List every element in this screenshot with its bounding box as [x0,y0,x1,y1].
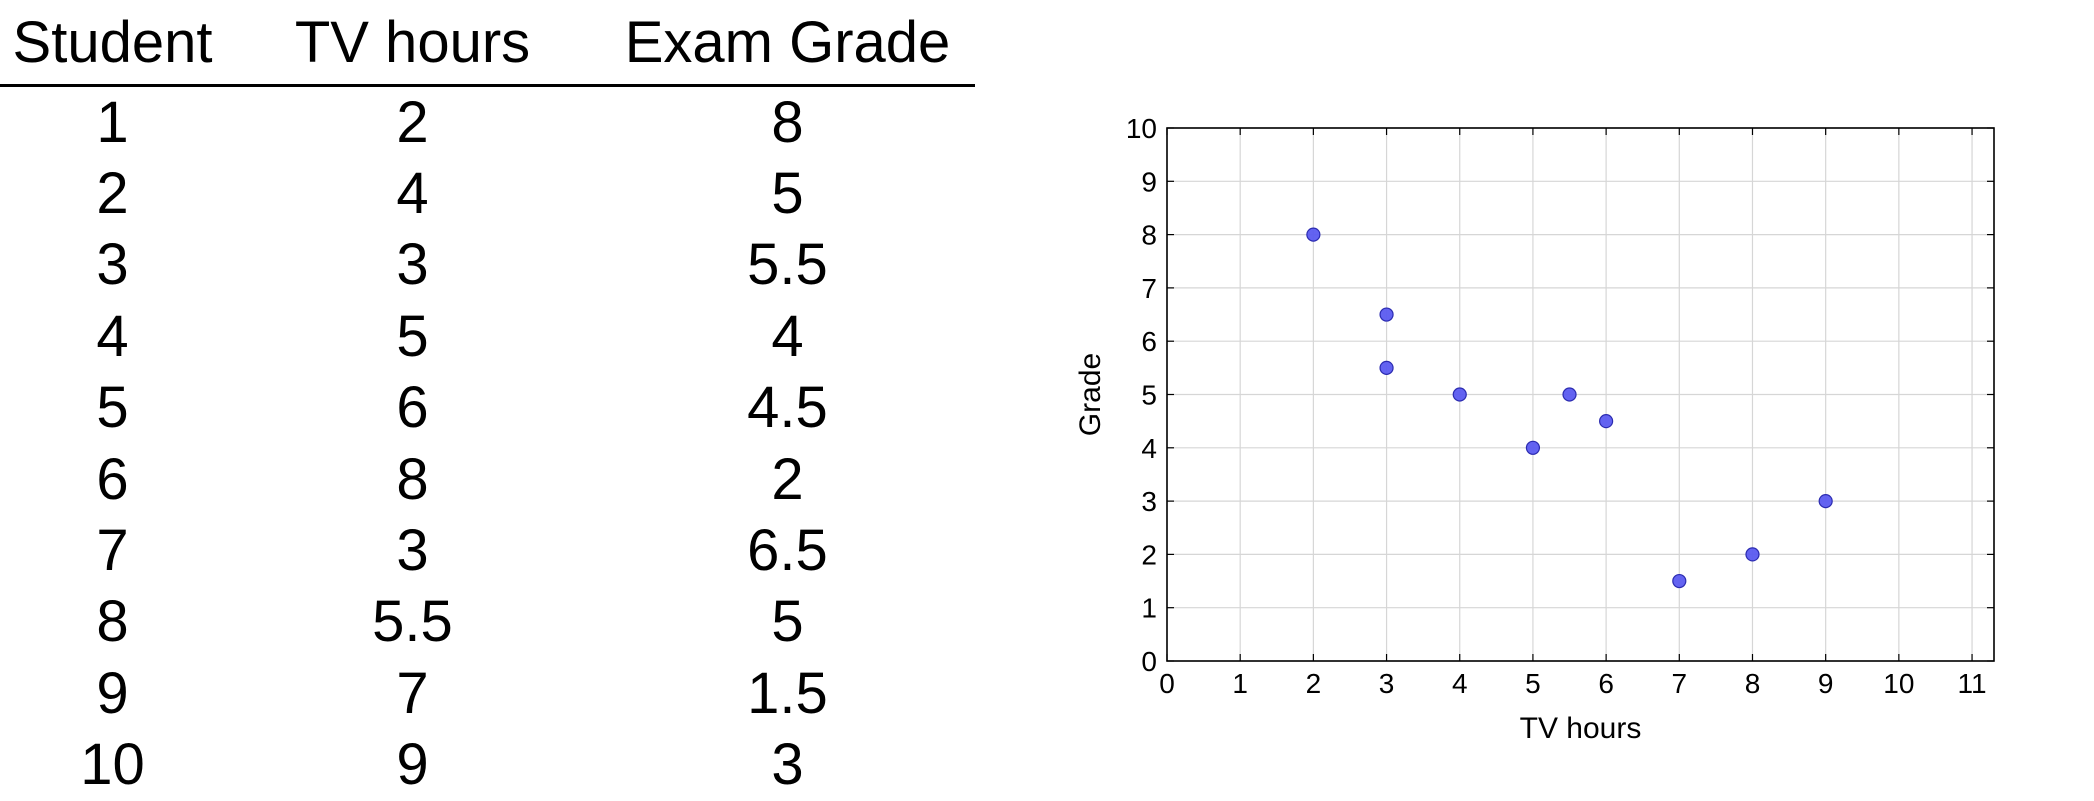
table-row: 1 2 8 [0,86,975,159]
student-id-cell: 7 [96,518,129,584]
student-id-cell: 10 [80,732,145,798]
exam-grade-cell: 5 [771,589,804,655]
tv-hours-cell: 5 [396,303,429,369]
x-tick-label: 7 [1672,668,1688,699]
y-tick-label: 8 [1141,220,1157,251]
table-row: 5 6 4.5 [0,373,975,444]
exam-grade-cell: 6.5 [747,518,828,584]
exam-grade-cell: 3 [771,732,804,798]
table-row: 8 5.5 5 [0,587,975,658]
y-tick-label: 7 [1141,273,1157,304]
student-id-cell: 9 [96,660,129,726]
student-id-cell: 6 [96,446,129,512]
y-tick-label: 9 [1141,166,1157,197]
exam-grade-cell: 1.5 [747,660,828,726]
x-tick-label: 11 [1958,668,1987,699]
x-tick-label: 2 [1306,668,1322,699]
y-tick-label: 6 [1141,326,1157,357]
data-point [1562,387,1577,402]
tv-hours-cell: 7 [396,660,429,726]
student-id-cell: 3 [96,232,129,298]
y-tick-label: 3 [1141,486,1157,517]
x-tick-label: 8 [1745,668,1761,699]
header-tv-hours: TV hours [225,0,600,87]
y-tick-label: 4 [1141,433,1157,464]
y-tick-label: 2 [1141,539,1157,570]
y-tick-label: 1 [1141,593,1157,624]
table-row: 6 8 2 [0,444,975,515]
tv-hours-cell: 6 [396,375,429,441]
x-tick-label: 4 [1452,668,1468,699]
x-axis-label: TV hours [1520,712,1642,745]
x-tick-label: 0 [1159,668,1175,699]
data-point [1599,414,1614,429]
header-exam-grade: Exam Grade [600,0,975,87]
table-body: 1 2 8 2 4 5 3 3 5.5 4 5 4 5 6 4.5 6 8 2 7 3 6.5 8 5.5 5 9 7 1.5 10 9… [0,86,975,801]
exam-grade-cell: 4 [771,303,804,369]
student-id-cell: 5 [96,375,129,441]
data-table: Student TV hours Exam Grade 1 2 8 2 4 5 3 3 5.5 4… [0,0,975,801]
x-tick-label: 6 [1598,668,1614,699]
data-point [1525,440,1541,455]
tv-hours-cell: 2 [396,89,429,155]
y-tick-label: 10 [1126,113,1157,144]
table-row: 9 7 1.5 [0,658,975,729]
data-point [1379,307,1394,322]
data-point [1379,360,1394,375]
x-tick-label: 3 [1379,668,1395,699]
student-id-cell: 1 [96,89,129,155]
table-row: 4 5 4 [0,301,975,372]
y-tick-label: 5 [1141,380,1157,411]
tv-hours-cell: 9 [396,732,429,798]
data-point [1672,573,1687,589]
table-header-row: Student TV hours Exam Grade [0,0,975,87]
student-id-cell: 8 [96,589,129,655]
exam-grade-cell: 4.5 [747,375,828,441]
data-point [1452,387,1467,402]
tv-hours-cell: 3 [396,518,429,584]
tv-hours-cell: 3 [396,232,429,298]
exam-grade-cell: 5 [771,161,804,227]
x-tick-label: 5 [1525,668,1541,699]
table-row: 7 3 6.5 [0,515,975,586]
data-point [1818,494,1833,509]
tv-hours-cell: 8 [396,446,429,512]
exam-grade-cell: 2 [771,446,804,512]
data-point [1745,547,1760,562]
x-tick-label: 10 [1883,668,1914,699]
exam-grade-cell: 8 [771,89,804,155]
tv-hours-cell: 4 [396,161,429,227]
exam-grade-cell: 5.5 [747,232,828,298]
table-row: 3 3 5.5 [0,230,975,301]
student-id-cell: 2 [96,161,129,227]
y-axis-label: Grade [1074,353,1107,436]
header-student: Student [0,0,225,87]
table-row: 10 9 3 [0,730,975,801]
tv-hours-cell: 5.5 [372,589,453,655]
data-point [1306,227,1321,242]
y-tick-label: 0 [1141,646,1157,677]
x-tick-label: 1 [1232,668,1248,699]
x-tick-label: 9 [1818,668,1834,699]
table-row: 2 4 5 [0,158,975,229]
student-id-cell: 4 [96,303,129,369]
